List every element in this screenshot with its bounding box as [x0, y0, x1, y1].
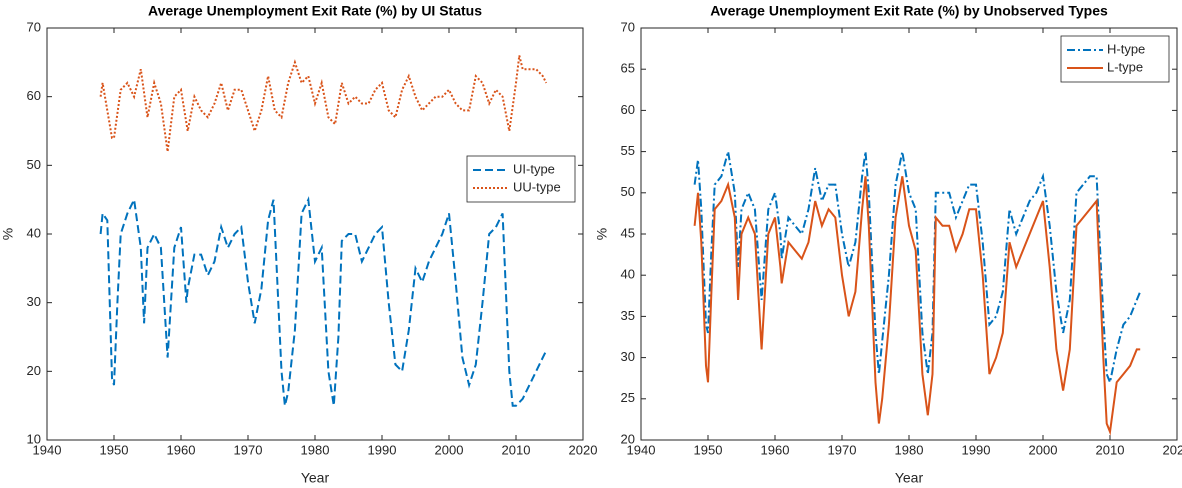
- y-tick-label: 30: [27, 294, 41, 309]
- y-tick-label: 10: [27, 431, 41, 446]
- y-tick-label: 20: [621, 431, 635, 446]
- x-tick-label: 2020: [1163, 442, 1182, 457]
- y-tick-label: 65: [621, 61, 635, 76]
- y-tick-label: 50: [27, 157, 41, 172]
- y-tick-label: 20: [27, 363, 41, 378]
- data-line: [99, 196, 548, 407]
- data-line: [693, 176, 1141, 436]
- y-tick-label: 70: [27, 19, 41, 34]
- y-tick-label: 70: [621, 19, 635, 34]
- chart-title: Average Unemployment Exit Rate (%) by Un…: [710, 3, 1108, 19]
- x-tick-label: 1940: [627, 442, 656, 457]
- y-tick-label: 25: [621, 390, 635, 405]
- data-line: [693, 151, 1142, 386]
- legend-label: H-type: [1107, 41, 1145, 56]
- y-tick-label: 35: [621, 308, 635, 323]
- axes-box: [640, 27, 1178, 441]
- x-tick-label: 1940: [33, 442, 62, 457]
- x-tick-label: 2010: [1096, 442, 1125, 457]
- legend-box: [466, 155, 576, 203]
- x-tick-label: 2020: [569, 442, 598, 457]
- y-tick-label: 60: [27, 88, 41, 103]
- legend-label: UU-type: [513, 179, 561, 194]
- x-tick-label: 1990: [368, 442, 397, 457]
- y-tick-label: 55: [621, 143, 635, 158]
- x-tick-label: 1970: [234, 442, 263, 457]
- x-tick-label: 2000: [435, 442, 464, 457]
- chart-title: Average Unemployment Exit Rate (%) by UI…: [148, 3, 482, 19]
- x-axis-label: Year: [301, 470, 330, 486]
- legend-label: UI-type: [513, 161, 555, 176]
- axes-box: [46, 27, 584, 441]
- x-tick-label: 1980: [895, 442, 924, 457]
- x-tick-label: 1970: [828, 442, 857, 457]
- x-tick-label: 2000: [1029, 442, 1058, 457]
- y-tick-label: 60: [621, 102, 635, 117]
- plot-area: [641, 28, 1177, 440]
- x-tick-label: 1960: [761, 442, 790, 457]
- data-line: [99, 55, 548, 152]
- y-axis-label: %: [0, 228, 16, 240]
- y-tick-label: 50: [621, 184, 635, 199]
- x-tick-label: 1980: [301, 442, 330, 457]
- x-tick-label: 1990: [962, 442, 991, 457]
- y-tick-label: 40: [27, 225, 41, 240]
- y-axis-label: %: [594, 228, 610, 240]
- x-tick-label: 2010: [502, 442, 531, 457]
- x-tick-label: 1950: [100, 442, 129, 457]
- legend-label: L-type: [1107, 59, 1143, 74]
- y-tick-label: 30: [621, 349, 635, 364]
- y-tick-label: 40: [621, 267, 635, 282]
- x-tick-label: 1960: [167, 442, 196, 457]
- x-axis-label: Year: [895, 470, 924, 486]
- x-tick-label: 1950: [694, 442, 723, 457]
- plot-area: [47, 28, 583, 440]
- y-tick-label: 45: [621, 225, 635, 240]
- legend-box: [1060, 35, 1170, 83]
